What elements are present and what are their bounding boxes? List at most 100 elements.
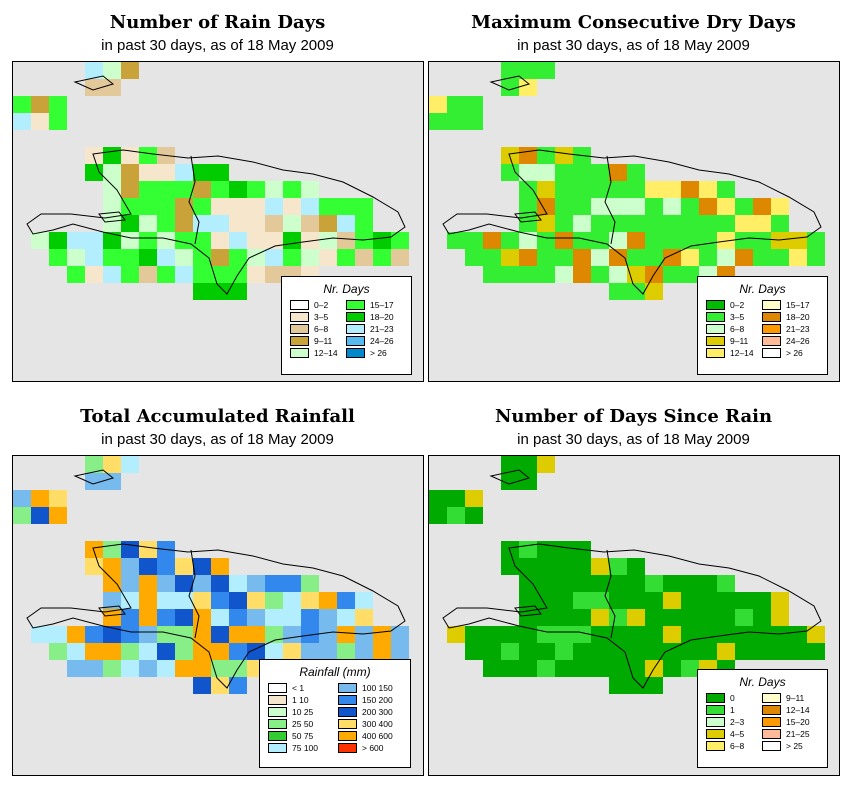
grid-cell [49,232,67,249]
legend-label: 24–26 [370,335,394,346]
grid-cell [681,626,699,643]
grid-cell [121,456,139,473]
grid-cell [103,215,121,232]
grid-cell [139,164,157,181]
legend-label: 2–3 [730,716,745,727]
grid-cell [49,507,67,524]
grid-cell [229,283,247,300]
grid-cell [537,62,555,79]
grid-cell [573,215,591,232]
grid-cell [283,215,301,232]
grid-cell [555,541,573,558]
grid-cell [85,660,103,677]
grid-cell [247,198,265,215]
legend-label: 150 200 [362,694,393,705]
grid-cell [807,232,825,249]
grid-cell [157,643,175,660]
grid-cell [717,609,735,626]
grid-cell [157,266,175,283]
grid-cell [319,609,337,626]
grid-cell [265,575,283,592]
grid-cell [429,113,447,130]
panel-title: Total Accumulated Rainfall [80,406,355,427]
grid-cell [465,232,483,249]
legend-swatch [346,323,365,334]
legend-label: 6–8 [314,323,329,334]
grid-cell [537,198,555,215]
grid-cell [301,181,319,198]
grid-cell [537,541,555,558]
grid-cell [753,198,771,215]
grid-cell [447,490,465,507]
grid-cell [157,181,175,198]
grid-cell [103,79,121,96]
grid-cell [717,575,735,592]
grid-cell [175,215,193,232]
grid-cell [85,558,103,575]
grid-cell [247,215,265,232]
grid-cell [609,164,627,181]
grid-cell [717,181,735,198]
legend-swatch [706,692,725,703]
legend-label: 15–17 [786,299,810,310]
grid-cell [555,660,573,677]
legend-item: 12–14 [706,347,754,358]
grid-cell [85,62,103,79]
legend-item: 12–14 [762,704,810,715]
grid-cell [681,592,699,609]
grid-cell [247,249,265,266]
legend-item: 24–26 [762,335,810,346]
legend-label: 200 300 [362,706,393,717]
legend-swatch [762,323,781,334]
grid-cell [229,626,247,643]
legend-label: 0 [730,692,735,703]
grid-cell [645,609,663,626]
grid-cell [627,198,645,215]
grid-cell [573,164,591,181]
legend-label: 6–8 [730,740,745,751]
island-tortuga [73,75,115,91]
grid-cell [663,232,681,249]
grid-cell [301,575,319,592]
grid-cell [13,96,31,113]
panel-title: Maximum Consecutive Dry Days [471,12,796,33]
grid-cell [193,232,211,249]
grid-cell [591,249,609,266]
legend-label: 3–5 [314,311,329,322]
grid-cell [103,266,121,283]
grid-cell [265,198,283,215]
grid-cell [355,215,373,232]
grid-cell [157,215,175,232]
legend-swatch [762,728,781,739]
grid-cell [211,558,229,575]
grid-cell [609,575,627,592]
island-outline [442,149,822,295]
grid-cell [771,643,789,660]
grid-cell [193,266,211,283]
grid-cell [211,609,229,626]
legend-label: 50 75 [292,730,314,741]
grid-cell [211,283,229,300]
legend-swatch [762,692,781,703]
grid-cell [139,609,157,626]
grid-cell [699,575,717,592]
grid-cell [211,575,229,592]
grid-cell [157,575,175,592]
grid-cell [537,147,555,164]
grid-cell [663,575,681,592]
grid-cell [121,575,139,592]
legend-swatch [268,682,287,693]
grid-cell [319,232,337,249]
grid-cell [465,626,483,643]
legend: Nr. Days 0–2 3–5 6–8 9–11 12–14 15–17 18–20 21–… [697,276,828,375]
grid-cell [771,232,789,249]
grid-cell [301,626,319,643]
grid-cell [591,626,609,643]
grid-cell [121,660,139,677]
grid-cell [229,181,247,198]
grid-cell [193,283,211,300]
grid-cell [717,198,735,215]
legend-item: 0–2 [290,299,328,310]
grid-cell [501,79,519,96]
grid-cell [573,232,591,249]
